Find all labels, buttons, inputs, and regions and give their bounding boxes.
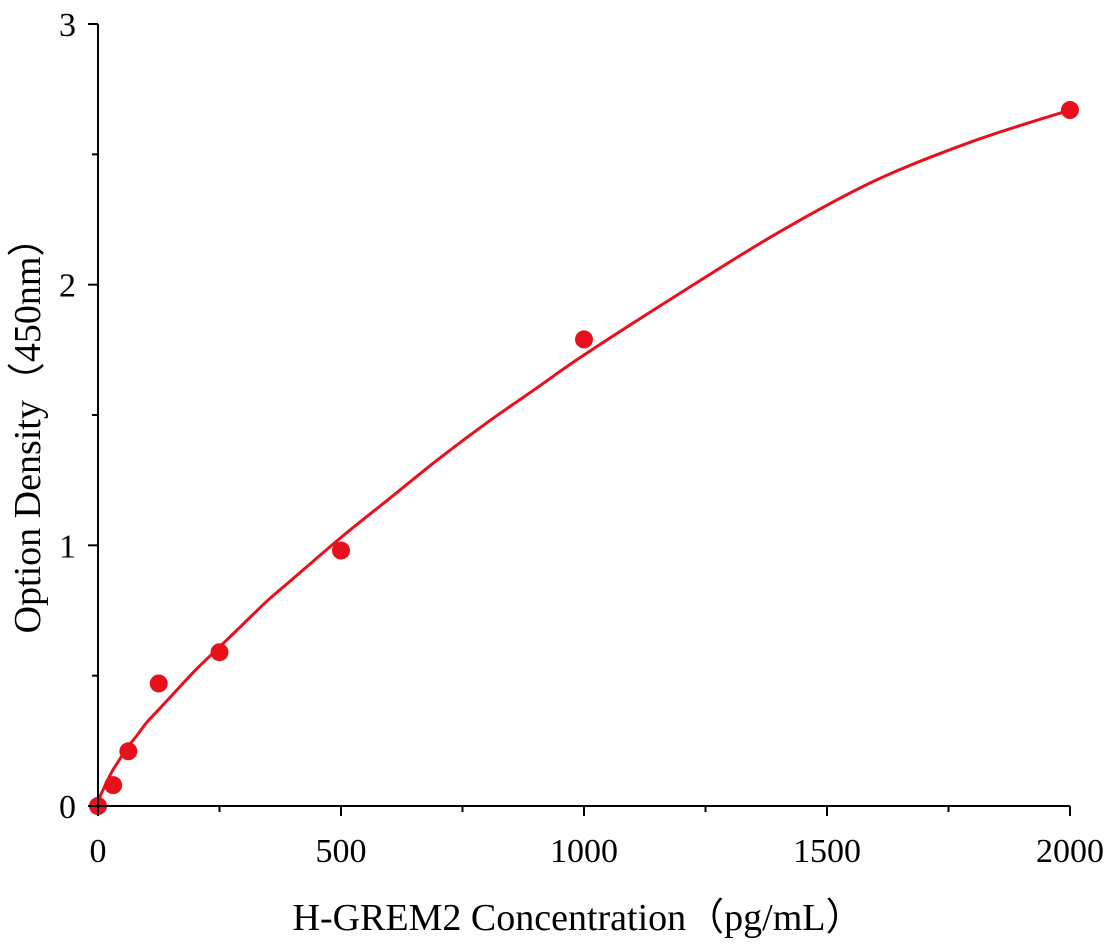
y-axis-title: Option Density（450nm） (7, 219, 49, 634)
data-point (210, 643, 229, 662)
tick-labels-layer: 0 500 1000 1500 2000 0 1 2 3 (59, 7, 1104, 870)
data-points-layer (89, 101, 1079, 815)
fit-curve-layer (96, 108, 1071, 807)
data-point (104, 776, 123, 795)
x-tick-label: 2000 (1036, 833, 1104, 870)
data-point (332, 541, 350, 560)
x-tick-label: 500 (316, 833, 367, 870)
x-tick-label: 1000 (550, 833, 618, 870)
data-point (149, 674, 168, 693)
axes-layer (88, 23, 1071, 816)
y-tick-label: 0 (59, 789, 76, 826)
data-point (119, 742, 138, 761)
x-tick-label: 1500 (793, 833, 861, 870)
fit-curve (96, 108, 1071, 807)
y-tick-label: 3 (59, 7, 76, 44)
x-tick-label: 0 (90, 833, 107, 870)
data-point (575, 330, 593, 349)
x-axis-title: H-GREM2 Concentration（pg/mL） (293, 897, 864, 939)
y-tick-label: 2 (59, 268, 76, 305)
y-tick-label: 1 (59, 528, 76, 565)
data-point (1061, 101, 1079, 120)
